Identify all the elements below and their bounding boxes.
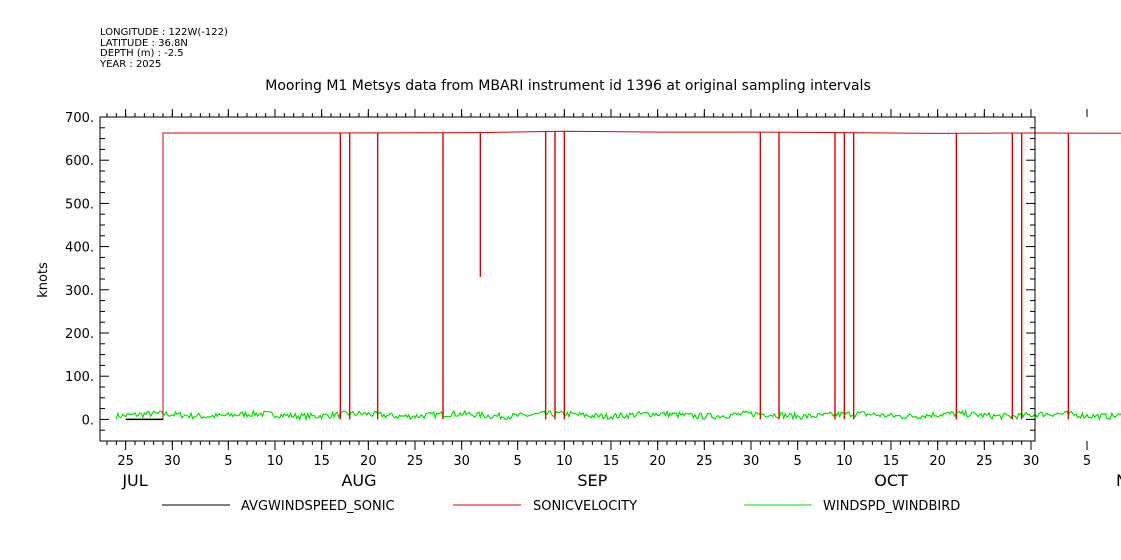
x-tick-label: 20: [649, 454, 666, 469]
x-tick-label: 5: [514, 454, 522, 469]
y-tick-label: 100.: [65, 370, 94, 385]
x-tick-label: 15: [883, 454, 900, 469]
x-tick-label: 10: [556, 454, 573, 469]
x-tick-label: 5: [794, 454, 802, 469]
x-tick-label: 5: [224, 454, 232, 469]
legend-label-avgwindspeed-sonic: AVGWINDSPEED_SONIC: [241, 499, 395, 514]
x-tick-label: 20: [360, 454, 377, 469]
y-tick-label: 500.: [65, 197, 94, 212]
x-tick-label: 20: [929, 454, 946, 469]
metadata-block: LONGITUDE : 122W(-122) LATITUDE : 36.8N …: [99, 27, 228, 70]
y-axis: 0. 100. 200. 300. 400. 500. 600. 700.: [65, 111, 1035, 442]
x-tick-label: 25: [976, 454, 993, 469]
x-tick-label: 10: [267, 454, 284, 469]
meta-year: YEAR : 2025: [99, 59, 161, 70]
x-axis: 2530510152025305101520253051015202530510…: [106, 109, 1121, 490]
series-sonicvelocity-line: [125, 130, 1121, 420]
x-tick-label: 25: [407, 454, 424, 469]
y-tick-label: 400.: [65, 241, 94, 256]
x-month-label: AUG: [341, 471, 376, 490]
legend: AVGWINDSPEED_SONIC SONICVELOCITY WINDSPD…: [162, 499, 960, 514]
x-tick-label: 15: [603, 454, 620, 469]
y-axis-label: knots: [36, 262, 51, 298]
x-month-label: JUL: [121, 471, 147, 490]
x-month-label: OCT: [874, 471, 908, 490]
legend-label-windspd-windbird: WINDSPD_WINDBIRD: [823, 499, 960, 514]
y-tick-label: 200.: [65, 327, 94, 342]
x-tick-label: 30: [743, 454, 760, 469]
x-tick-label: 25: [696, 454, 713, 469]
legend-label-sonicvelocity: SONICVELOCITY: [533, 499, 637, 514]
y-tick-label: 600.: [65, 154, 94, 169]
x-tick-label: 30: [1023, 454, 1040, 469]
x-month-label: SEP: [577, 471, 607, 490]
x-tick-label: 25: [117, 454, 134, 469]
chart-title: Mooring M1 Metsys data from MBARI instru…: [265, 78, 871, 94]
y-tick-label: 0.: [82, 413, 94, 428]
x-tick-label: 30: [453, 454, 470, 469]
plot-frame: [99, 116, 1036, 442]
plot-data: [115, 130, 1121, 422]
y-tick-label: 700.: [65, 111, 94, 126]
x-tick-label: 30: [164, 454, 181, 469]
y-tick-label: 300.: [65, 284, 94, 299]
x-tick-label: 10: [836, 454, 853, 469]
x-tick-label: 5: [1083, 454, 1091, 469]
x-tick-label: 15: [313, 454, 330, 469]
meta-latitude: LATITUDE : 36.8N: [100, 38, 188, 49]
series-windspd-windbird-line: [115, 408, 1121, 422]
meta-depth: DEPTH (m) : -2.5: [100, 48, 184, 59]
meta-longitude: LONGITUDE : 122W(-122): [100, 27, 228, 38]
x-month-label: NOV: [1116, 471, 1121, 490]
